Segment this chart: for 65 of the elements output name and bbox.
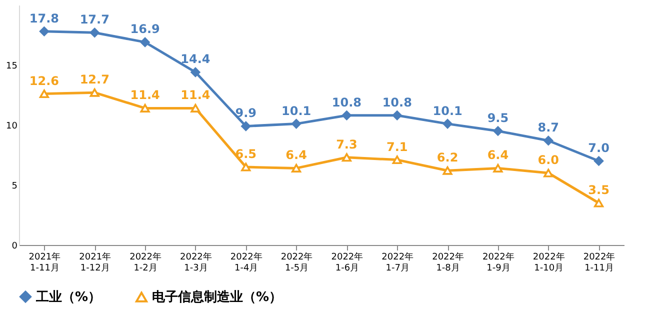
x-tick-label: 2022年 1-4月 <box>230 252 262 274</box>
data-label: 6.2 <box>436 150 458 165</box>
point <box>342 110 352 120</box>
data-label: 3.5 <box>588 183 610 197</box>
point <box>493 126 503 136</box>
point <box>140 104 150 112</box>
x-tick-label: 2022年 1-10月 <box>532 252 565 274</box>
point <box>292 164 302 172</box>
point <box>241 121 251 131</box>
data-label: 6.0 <box>538 153 560 167</box>
x-tick-label: 2022年 1-5月 <box>280 252 313 274</box>
data-label: 7.1 <box>386 140 408 154</box>
point <box>392 110 402 120</box>
point <box>544 168 554 178</box>
data-label: 11.4 <box>180 88 210 102</box>
data-label: 9.9 <box>235 106 257 120</box>
x-tick-label: 2022年 1-3月 <box>180 252 212 274</box>
data-label: 14.4 <box>180 52 210 66</box>
data-label: 9.5 <box>487 111 509 125</box>
y-tick-label: 15 <box>6 62 18 72</box>
point <box>594 156 604 166</box>
x-tick-label: 2021年 1-12月 <box>79 252 112 274</box>
y-tick-label: 10 <box>6 122 18 132</box>
point <box>544 136 554 146</box>
data-label: 10.1 <box>432 104 462 118</box>
x-tick-label: 2022年 1-11月 <box>583 252 616 274</box>
data-label: 8.7 <box>538 120 560 135</box>
data-label: 17.8 <box>29 11 60 26</box>
data-label: 11.4 <box>130 88 160 102</box>
x-tick-label: 2022年 1-2月 <box>130 252 162 274</box>
point <box>241 162 251 172</box>
point <box>442 166 452 175</box>
data-label: 12.7 <box>80 72 110 87</box>
x-tick-label: 2022年 1-7月 <box>382 252 414 274</box>
data-label: 17.7 <box>80 12 110 27</box>
point <box>190 67 200 77</box>
point <box>39 90 49 98</box>
point <box>140 37 150 47</box>
data-label: 6.4 <box>487 148 509 162</box>
point <box>342 153 352 162</box>
point <box>493 164 503 172</box>
legend-label: 电子信息制造业（%） <box>152 289 282 306</box>
data-label: 10.8 <box>382 95 412 110</box>
y-tick-label: 0 <box>12 242 18 252</box>
x-tick-label: 2022年 1-9月 <box>482 252 514 274</box>
data-label: 10.1 <box>281 104 312 118</box>
x-tick-label: 2022年 1-6月 <box>331 252 364 274</box>
point <box>90 88 100 97</box>
data-label: 7.0 <box>588 141 610 155</box>
x-tick-label: 2021年 1-11月 <box>28 252 61 274</box>
data-label: 12.6 <box>29 74 60 88</box>
point <box>292 119 302 129</box>
data-label: 7.3 <box>336 137 358 152</box>
point <box>90 28 100 38</box>
y-tick-label: 5 <box>12 182 18 192</box>
point <box>392 156 402 164</box>
point <box>39 26 49 36</box>
legend-label: 工业（%） <box>35 290 102 305</box>
point <box>190 104 200 112</box>
point <box>442 119 452 129</box>
x-tick-label: 2022年 1-8月 <box>432 252 464 274</box>
data-label: 16.9 <box>130 22 160 36</box>
point <box>594 198 604 208</box>
data-label: 6.4 <box>286 148 307 162</box>
data-label: 10.8 <box>332 95 362 110</box>
